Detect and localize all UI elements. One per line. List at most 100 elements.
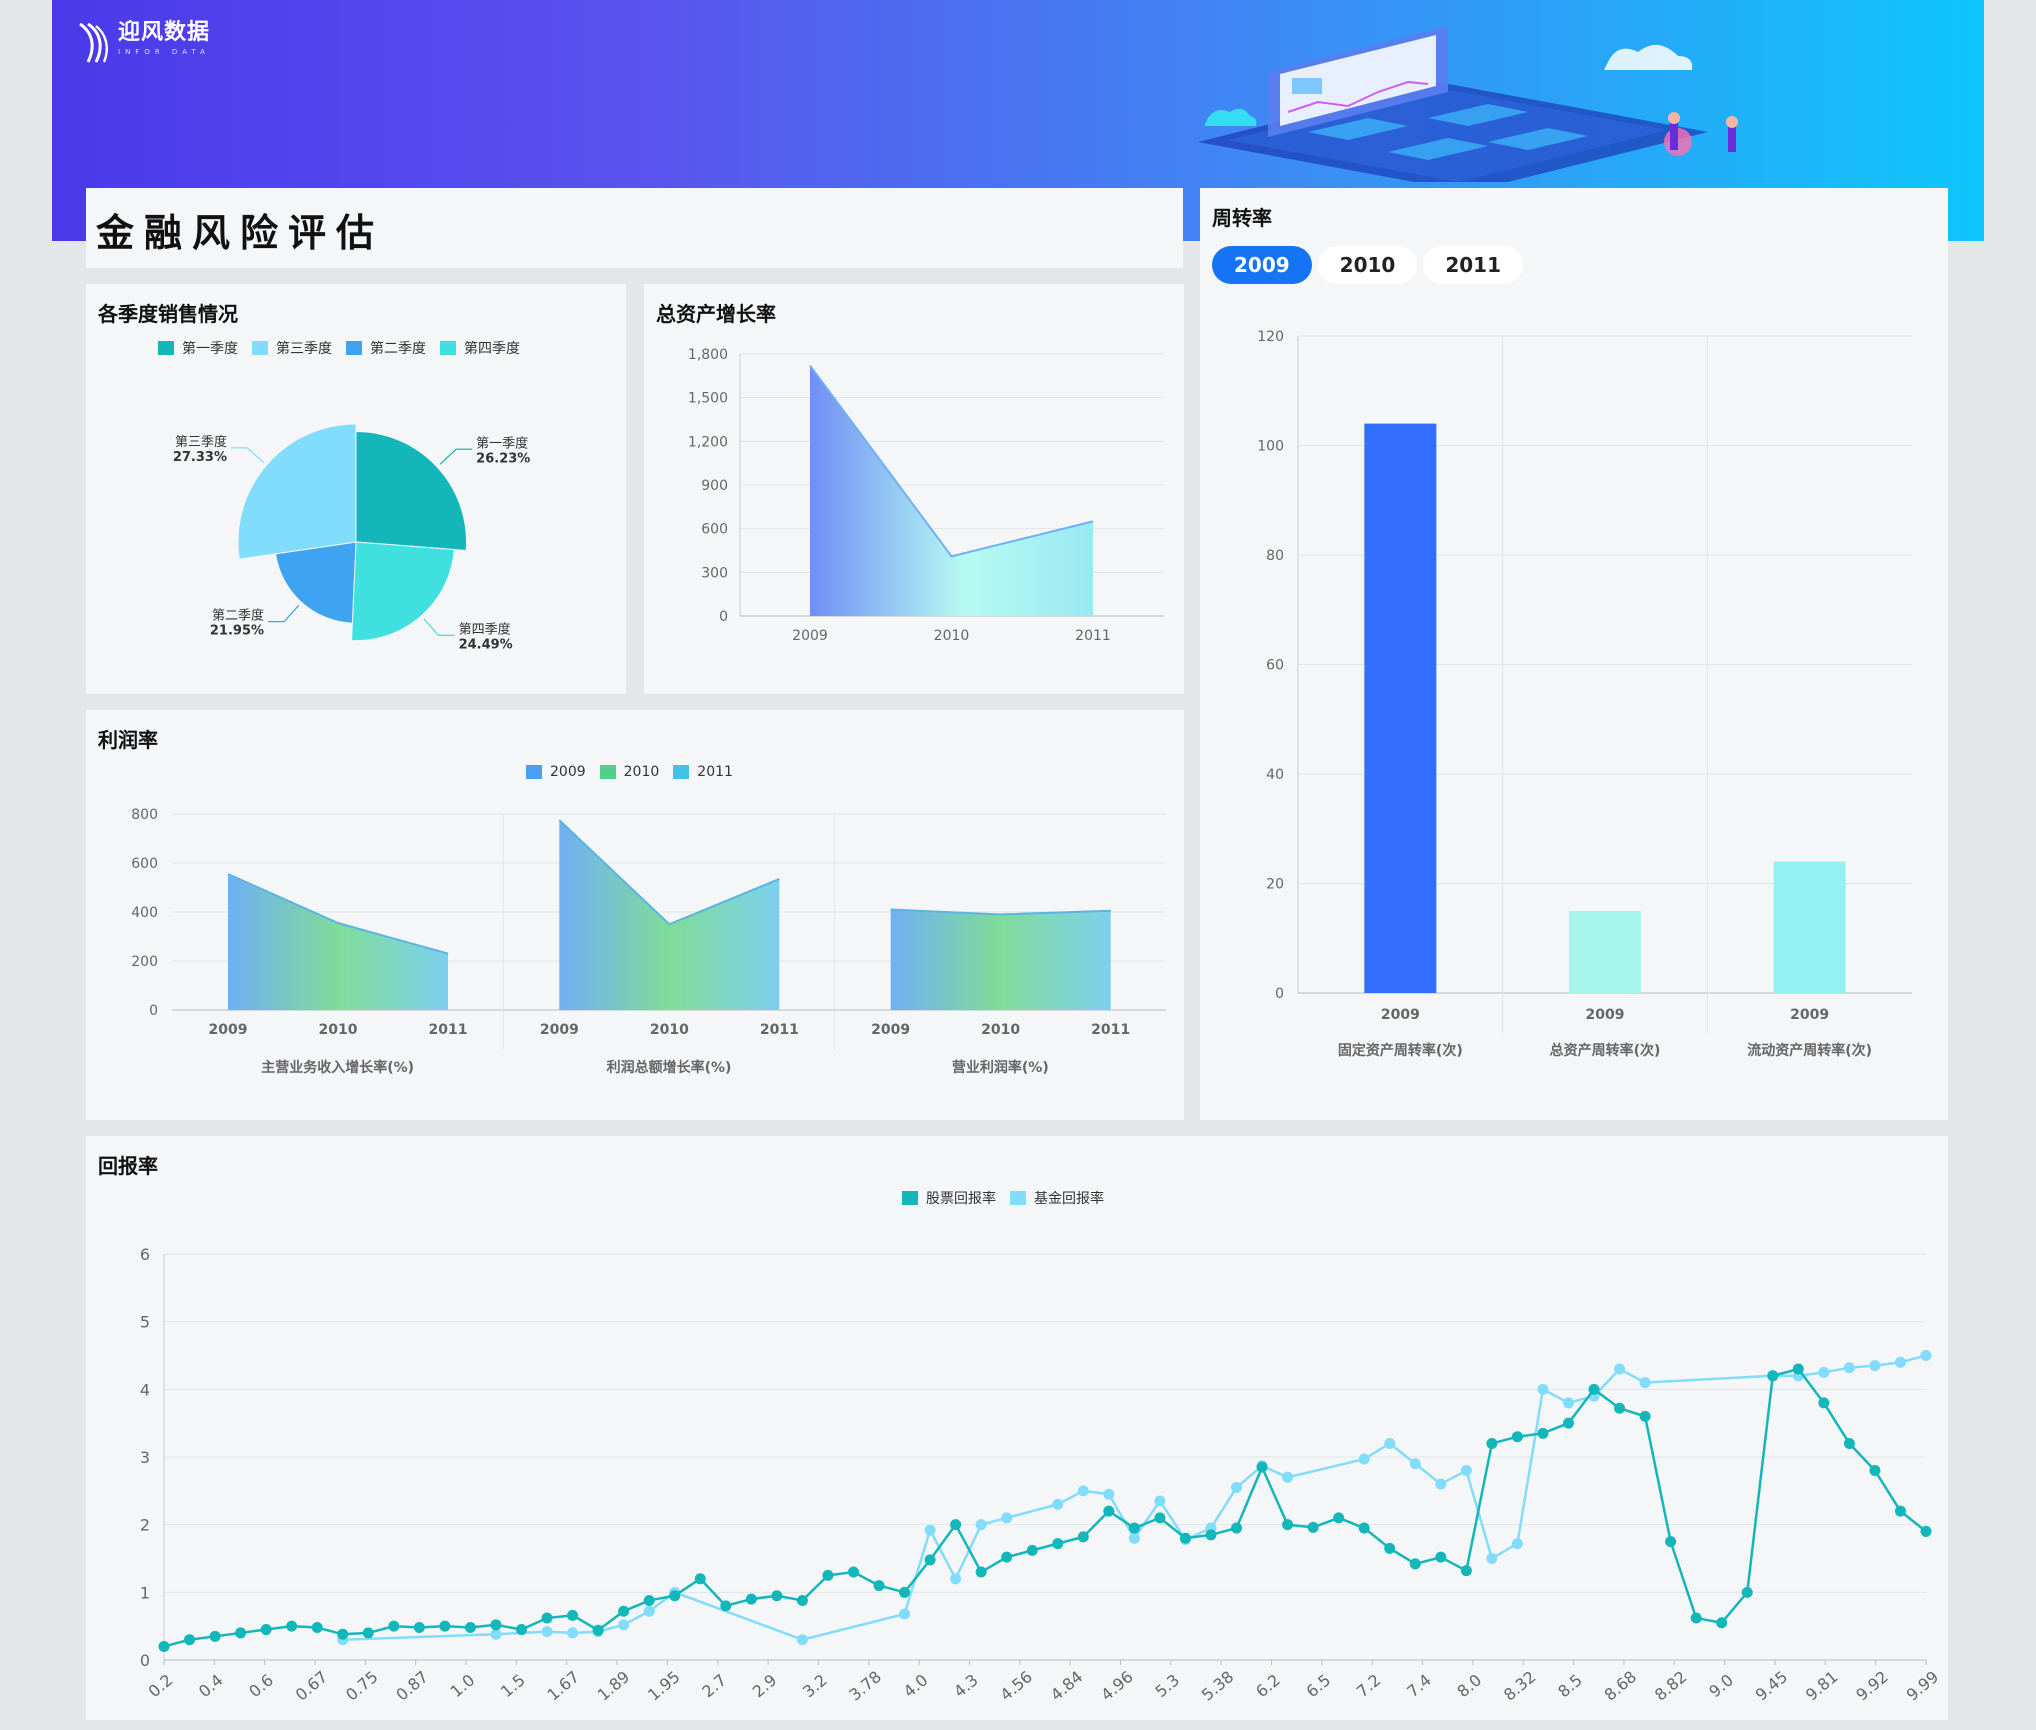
data-point (1537, 1383, 1549, 1395)
x-tick-label: 2009 (871, 1022, 910, 1038)
data-point (286, 1620, 298, 1632)
data-point (1741, 1586, 1753, 1598)
legend-label: 2011 (697, 764, 733, 780)
tab-2010[interactable]: 2010 (1317, 246, 1418, 284)
legend-swatch (599, 765, 616, 779)
data-point (1409, 1458, 1421, 1470)
data-point (1154, 1495, 1166, 1507)
data-point (924, 1524, 936, 1536)
x-tick-label: 2009 (540, 1022, 579, 1038)
profit-rate-panel: 利润率 2009 2010 2011 0 200 400 600 800 2009 2010… (86, 710, 1184, 1120)
data-point (1052, 1498, 1064, 1510)
x-tick-label: 7.4 (1403, 1670, 1435, 1701)
data-point (1435, 1551, 1447, 1563)
data-point (796, 1634, 808, 1646)
pie-leader-line (439, 448, 473, 465)
year-tabs: 2009 2010 2011 (1212, 246, 1529, 284)
tab-2009[interactable]: 2009 (1212, 246, 1312, 284)
x-tick-label: 4.96 (1097, 1667, 1137, 1704)
pie-leader-line (423, 618, 455, 636)
area-fill (559, 820, 780, 1010)
data-point (1843, 1362, 1855, 1374)
legend-item-stock[interactable]: 股票回报率 (902, 1188, 996, 1208)
data-point (1894, 1505, 1906, 1517)
data-point (975, 1519, 987, 1531)
y-tick-label: 900 (701, 478, 728, 494)
quarterly-sales-panel: 各季度销售情况 第一季度 第三季度 第二季度 第四季度 第一季度 26.23% 第四… (86, 284, 626, 694)
legend-item-2010[interactable]: 2010 (599, 764, 659, 780)
pie-label-value: 21.95% (210, 624, 264, 639)
data-point (1511, 1538, 1523, 1550)
data-point (822, 1569, 834, 1581)
data-point (1920, 1525, 1932, 1537)
x-tick-label: 2011 (429, 1022, 468, 1038)
data-point (439, 1620, 451, 1632)
x-tick-label: 1.5 (497, 1670, 529, 1701)
x-tick-label: 3.2 (799, 1670, 831, 1701)
data-point (1384, 1437, 1396, 1449)
data-point (1869, 1465, 1881, 1477)
brand-logo[interactable]: 迎风数据 INFOR DATA (78, 20, 210, 64)
data-point (796, 1594, 808, 1606)
data-point (950, 1519, 962, 1531)
tab-2011[interactable]: 2011 (1423, 246, 1524, 284)
return-rate-title: 回报率 (98, 1154, 158, 1178)
x-tick-label: 4.84 (1047, 1667, 1087, 1704)
legend-item-q2[interactable]: 第二季度 (346, 338, 426, 358)
page-title: 金融风险评估 (96, 211, 385, 255)
x-tick-label: 0.75 (342, 1667, 382, 1704)
legend-item-q4[interactable]: 第四季度 (440, 338, 520, 358)
x-tick-label: 2010 (934, 628, 970, 644)
x-tick-label: 4.56 (997, 1667, 1037, 1704)
x-tick-label: 4.0 (900, 1670, 932, 1701)
pie-label-value: 26.23% (476, 451, 530, 466)
x-tick-label: 9.81 (1802, 1667, 1842, 1704)
data-point (1103, 1505, 1115, 1517)
x-tick-label: 2011 (1075, 628, 1111, 644)
pie-label-name: 第三季度 (175, 434, 227, 450)
pie-slice (355, 431, 467, 552)
x-tick-label: 6.2 (1252, 1670, 1284, 1701)
data-point (745, 1593, 757, 1605)
legend-item-2011[interactable]: 2011 (673, 764, 733, 780)
x-tick-label: 9.99 (1903, 1667, 1943, 1704)
data-point (975, 1566, 987, 1578)
data-point (490, 1628, 502, 1640)
data-point (235, 1627, 247, 1639)
x-tick-label: 9.45 (1752, 1667, 1792, 1704)
legend-item-q3[interactable]: 第三季度 (252, 338, 332, 358)
legend-item-q1[interactable]: 第一季度 (158, 338, 238, 358)
pie-leader-line (268, 604, 300, 623)
data-point (1205, 1529, 1217, 1541)
data-point (567, 1609, 579, 1621)
x-tick-label: 9.0 (1705, 1670, 1737, 1701)
x-tick-label: 1.67 (543, 1667, 583, 1704)
y-tick-label: 1 (140, 1583, 150, 1602)
turnover-title: 周转率 (1212, 206, 1272, 230)
logo-wave-icon (79, 22, 108, 63)
area-line (227, 873, 449, 955)
y-tick-label: 4 (140, 1380, 150, 1399)
area-fill (228, 874, 448, 1010)
x-tick-label: 1.95 (644, 1667, 684, 1704)
y-tick-label: 100 (1257, 439, 1284, 455)
data-point (771, 1590, 783, 1602)
total-asset-growth-chart: 0 300 600 900 1,200 1,500 1,800 2009 2010 2011 (688, 347, 1164, 644)
legend-item-2009[interactable]: 2009 (526, 764, 586, 780)
data-point (618, 1605, 630, 1617)
data-point (311, 1622, 323, 1634)
data-point (1231, 1522, 1243, 1534)
pie-label-name: 第二季度 (212, 608, 264, 624)
data-point (1818, 1397, 1830, 1409)
data-point (1256, 1461, 1268, 1473)
area-line (558, 819, 780, 926)
y-tick-label: 1,500 (688, 391, 728, 407)
x-tick-label: 2009 (792, 628, 828, 644)
data-point (1384, 1542, 1396, 1554)
turnover-panel: 周转率 2009 2010 2011 0 20 40 60 80 100 120 2009 固定… (1200, 188, 1948, 1120)
legend-item-fund[interactable]: 基金回报率 (1010, 1188, 1104, 1208)
data-point (1920, 1350, 1932, 1361)
turnover-bar-chart: 0 20 40 60 80 100 120 2009 固定资产周转率(次) 2009 总资产周转率(… (1257, 329, 1912, 1059)
quarterly-sales-title: 各季度销售情况 (98, 302, 238, 326)
y-tick-label: 0 (1275, 986, 1284, 1002)
